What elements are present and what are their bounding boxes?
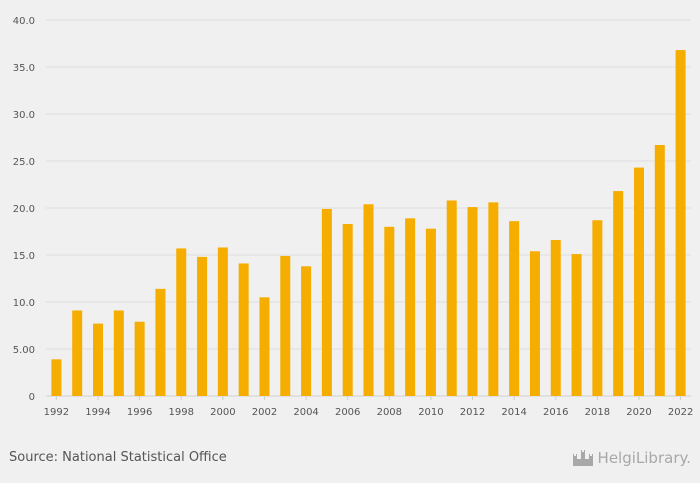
x-tick-label: 1992 (44, 407, 69, 418)
y-tick-label: 5.00 (13, 345, 35, 356)
source-note: Source: National Statistical Office (9, 450, 227, 465)
bar-2011[interactable] (446, 200, 457, 396)
bar-2004[interactable] (301, 266, 312, 396)
bar-2013[interactable] (488, 202, 499, 396)
bar-2018[interactable] (592, 220, 603, 396)
bar-2003[interactable] (280, 255, 291, 396)
y-tick-label: 30.0 (13, 110, 35, 121)
x-tick-label: 1998 (169, 407, 194, 418)
bar-1993[interactable] (72, 310, 83, 396)
bar-2020[interactable] (633, 167, 644, 396)
x-tick-label: 2010 (418, 407, 443, 418)
brand-logo[interactable]: HelgiLibrary. (572, 449, 691, 467)
castle-icon (572, 450, 594, 466)
x-tick-label: 2004 (293, 407, 318, 418)
y-tick-label: 25.0 (13, 157, 35, 168)
x-tick-label: 1996 (127, 407, 152, 418)
y-tick-label: 40.0 (13, 16, 35, 27)
bar-2010[interactable] (425, 228, 436, 396)
bar-2017[interactable] (571, 254, 582, 396)
x-tick-label: 2006 (335, 407, 360, 418)
bar-1998[interactable] (176, 248, 187, 396)
bar-2012[interactable] (467, 207, 478, 396)
y-tick-label: 0 (29, 392, 35, 403)
bar-2014[interactable] (509, 221, 520, 396)
bar-2000[interactable] (217, 247, 228, 396)
brand-name: HelgiLibrary. (597, 449, 691, 467)
bar-2021[interactable] (654, 145, 665, 396)
x-tick-label: 2018 (585, 407, 610, 418)
x-tick-label: 2002 (252, 407, 277, 418)
x-tick-label: 2000 (210, 407, 235, 418)
y-tick-label: 20.0 (13, 204, 35, 215)
bar-2007[interactable] (363, 204, 374, 396)
bar-2001[interactable] (238, 263, 249, 396)
y-tick-label: 15.0 (13, 251, 35, 262)
bar-2008[interactable] (384, 226, 395, 396)
bar-2016[interactable] (550, 239, 561, 396)
x-tick-label: 2008 (377, 407, 402, 418)
x-tick-label: 2012 (460, 407, 485, 418)
x-tick-label: 2020 (626, 407, 651, 418)
bar-2022[interactable] (675, 50, 686, 396)
x-tick-label: 2014 (501, 407, 526, 418)
y-axis-labels: 0 5.00 10.0 15.0 20.0 25.0 30.0 35.0 40.0 (13, 16, 35, 403)
x-tick-label: 1994 (85, 407, 110, 418)
bar-2019[interactable] (613, 191, 624, 396)
bar-1999[interactable] (197, 256, 208, 396)
y-tick-label: 35.0 (13, 63, 35, 74)
bar-1997[interactable] (155, 288, 166, 396)
x-tick-label: 2022 (668, 407, 693, 418)
y-tick-label: 10.0 (13, 298, 35, 309)
x-axis-labels: 1992 1994 1996 1998 2000 2002 2004 2006 2008 2010… (44, 396, 693, 418)
bar-2009[interactable] (405, 218, 416, 396)
bar-1996[interactable] (134, 321, 145, 396)
bars (51, 50, 686, 396)
bar-2002[interactable] (259, 297, 270, 396)
bar-2005[interactable] (321, 208, 332, 396)
bar-1994[interactable] (93, 323, 104, 396)
bar-2006[interactable] (342, 223, 353, 396)
bar-1995[interactable] (113, 310, 124, 396)
bar-1992[interactable] (51, 359, 62, 396)
x-tick-label: 2016 (543, 407, 568, 418)
bar-2015[interactable] (529, 251, 540, 396)
